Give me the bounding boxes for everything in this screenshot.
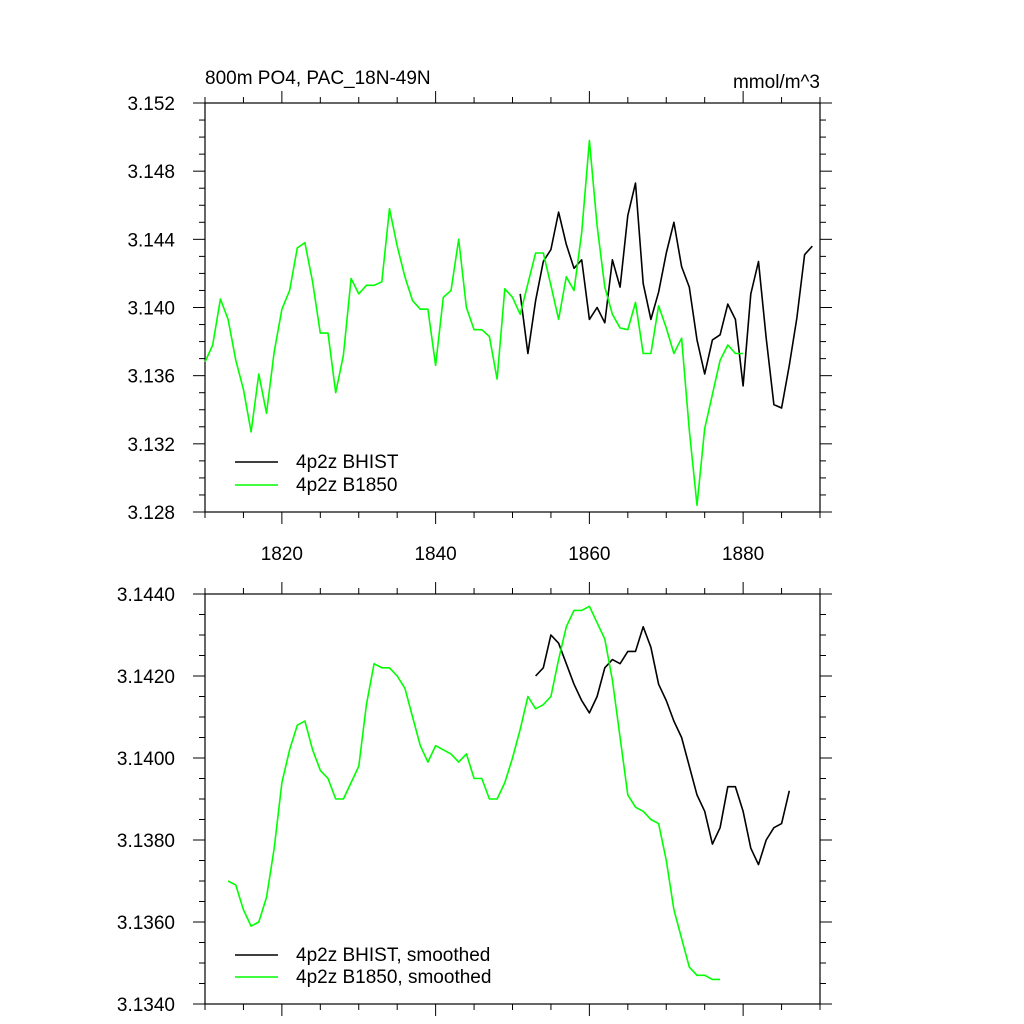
chart-panel-1: 3.128 3.132 3.136 3.140 3.144 3.148 3.152 1820 1… — [127, 91, 832, 565]
y-tick-label: 3.136 — [127, 367, 175, 388]
y-tick-label: 3.148 — [127, 162, 175, 183]
chart-title: 800m PO4, PAC_18N-49N — [205, 68, 431, 89]
series-line-bhist — [519, 182, 813, 409]
series-line-b1850 — [204, 139, 744, 507]
y-tick-label: 3.152 — [127, 94, 175, 115]
y-tick-label: 3.128 — [127, 503, 175, 524]
x-tick-label: 1840 — [414, 544, 456, 565]
chart-panel-2: 3.1340 3.1360 3.1380 3.1400 3.1420 3.1440 4p2z… — [117, 582, 832, 1016]
y-tick-label: 3.1400 — [117, 749, 175, 770]
x-tick-label: 1820 — [261, 544, 303, 565]
series-line-bhist — [535, 625, 791, 866]
y-tick-label: 3.1440 — [117, 585, 175, 606]
legend-entry: 4p2z BHIST — [296, 452, 399, 473]
units-label: mmol/m^3 — [733, 72, 820, 93]
plot-frame — [204, 593, 821, 1005]
y-tick-label: 3.144 — [127, 230, 175, 251]
legend-entry: 4p2z BHIST, smoothed — [296, 945, 490, 966]
y-tick-label: 3.1340 — [117, 995, 175, 1016]
y-tick-label: 3.140 — [127, 299, 175, 320]
legend-entry: 4p2z B1850, smoothed — [296, 967, 491, 988]
y-tick-label: 3.1360 — [117, 913, 175, 934]
x-tick-label: 1860 — [568, 544, 610, 565]
y-tick-label: 3.132 — [127, 435, 175, 456]
y-tick-label: 3.1380 — [117, 831, 175, 852]
legend-entry: 4p2z B1850 — [296, 475, 397, 496]
y-tick-label: 3.1420 — [117, 667, 175, 688]
series-line-b1850 — [227, 605, 721, 981]
x-tick-label: 1880 — [722, 544, 764, 565]
